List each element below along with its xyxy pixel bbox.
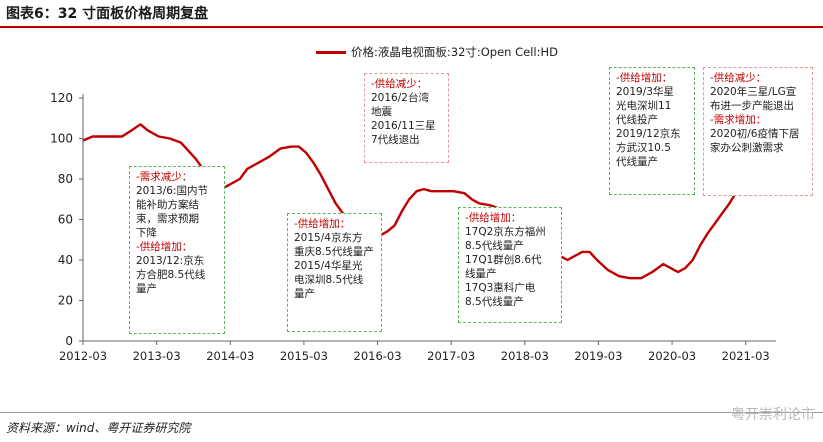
annotation-line: 2019/12京东 — [616, 128, 681, 140]
annotation-line: 家办公刺激需求 — [710, 142, 784, 154]
annotation-box: -需求减少： 2013/6:国内节 能补助方案结 束，需求预期 下降 -供给增加： 2013… — [129, 166, 225, 334]
annotation-box: -供给减少： 2016/2台湾 地震 2016/11三星 7代线退出 — [364, 73, 449, 163]
annotation-line: 方武汉10.5 — [616, 142, 671, 154]
x-tick-label: 2015-03 — [280, 349, 328, 363]
annotation-line: 重庆8.5代线量产 — [294, 246, 374, 258]
annotation-line: 2019/3华星 — [616, 86, 674, 98]
annotation-line: 2015/4华星光 — [294, 260, 363, 272]
annotation-line: 2020初/6疫情下居 — [710, 128, 800, 140]
annotation-line: 2015/4京东方 — [294, 232, 363, 244]
annotation-box: -供给增加： 2019/3华星 光电深圳11 代线投产 2019/12京东 方武汉10.5… — [609, 67, 695, 195]
annotation-heading: -供给增加： — [136, 241, 193, 253]
annotation-line: 2016/11三星 — [371, 120, 436, 132]
annotation-heading: -需求减少： — [136, 171, 193, 183]
annotation-line: 8.5代线量产 — [465, 296, 524, 308]
bottom-rule — [0, 412, 823, 413]
legend-label: 价格:液晶电视面板:32寸:Open Cell:HD — [351, 45, 558, 59]
annotation-line: 量产 — [136, 283, 157, 295]
source-note: 资料来源：wind、粤开证券研究院 — [6, 421, 191, 435]
chart-legend: 价格:液晶电视面板:32寸:Open Cell:HD — [316, 44, 558, 60]
annotation-line: 下降 — [136, 227, 157, 239]
annotation-line: 线量产 — [465, 268, 497, 280]
y-tick-label: 80 — [58, 172, 73, 186]
annotation-line: 2013/6:国内节 — [136, 185, 208, 197]
annotation-box: -供给增加： 17Q2京东方福州 8.5代线量产 17Q1群创8.6代 线量产 17Q3惠… — [458, 207, 562, 323]
annotation-heading: -供给减少： — [371, 78, 428, 90]
y-tick-label: 120 — [50, 91, 73, 105]
watermark: 粤开崇利论市 — [731, 407, 815, 423]
title-rule — [0, 26, 823, 28]
annotation-heading: -供给增加： — [294, 218, 351, 230]
y-tick-label: 20 — [58, 294, 73, 308]
y-tick-label: 0 — [65, 334, 73, 348]
y-tick-label: 100 — [50, 132, 73, 146]
annotation-line: 代线投产 — [616, 114, 658, 126]
annotation-line: 2016/2台湾 — [371, 92, 429, 104]
y-tick-label: 40 — [58, 253, 73, 267]
x-tick-label: 2012-03 — [59, 349, 107, 363]
x-tick-label: 2013-03 — [133, 349, 181, 363]
annotation-line: 17Q1群创8.6代 — [465, 254, 542, 266]
annotation-line: 地震 — [371, 106, 392, 118]
annotation-line: 光电深圳11 — [616, 100, 672, 112]
annotation-heading: -供给增加： — [616, 72, 673, 84]
annotation-line: 能补助方案结 — [136, 199, 199, 211]
figure-title: 图表6：32 寸面板价格周期复盘 — [6, 6, 209, 22]
annotation-box: -供给增加： 2015/4京东方 重庆8.5代线量产 2015/4华星光 电深圳8.5代… — [287, 213, 382, 332]
x-tick-label: 2014-03 — [206, 349, 254, 363]
x-tick-label: 2021-03 — [722, 349, 770, 363]
annotation-line: 布进一步产能退出 — [710, 100, 794, 112]
annotation-heading: -供给增加： — [465, 212, 522, 224]
annotation-line: 代线量产 — [616, 156, 658, 168]
annotation-line: 17Q2京东方福州 — [465, 226, 546, 238]
x-tick-label: 2019-03 — [574, 349, 622, 363]
annotation-line: 方合肥8.5代线 — [136, 269, 206, 281]
annotation-line: 17Q3惠科广电 — [465, 282, 536, 294]
annotation-line: 2020年三星/LG宣 — [710, 86, 797, 98]
annotation-line: 电深圳8.5代线 — [294, 274, 364, 286]
legend-line-swatch — [316, 50, 346, 54]
y-tick-label: 60 — [58, 213, 73, 227]
annotation-heading: -供给减少： — [710, 72, 767, 84]
annotation-heading: -需求增加： — [710, 114, 767, 126]
annotation-line: 2013/12:京东 — [136, 255, 205, 267]
annotation-line: 束，需求预期 — [136, 213, 199, 225]
annotation-line: 7代线退出 — [371, 134, 420, 146]
x-tick-label: 2020-03 — [648, 349, 696, 363]
x-tick-label: 2017-03 — [427, 349, 475, 363]
x-tick-label: 2016-03 — [354, 349, 402, 363]
x-tick-label: 2018-03 — [501, 349, 549, 363]
annotation-line: 8.5代线量产 — [465, 240, 524, 252]
annotation-line: 量产 — [294, 288, 315, 300]
annotation-box: -供给减少： 2020年三星/LG宣 布进一步产能退出 -需求增加： 2020初/6疫情… — [703, 67, 813, 196]
